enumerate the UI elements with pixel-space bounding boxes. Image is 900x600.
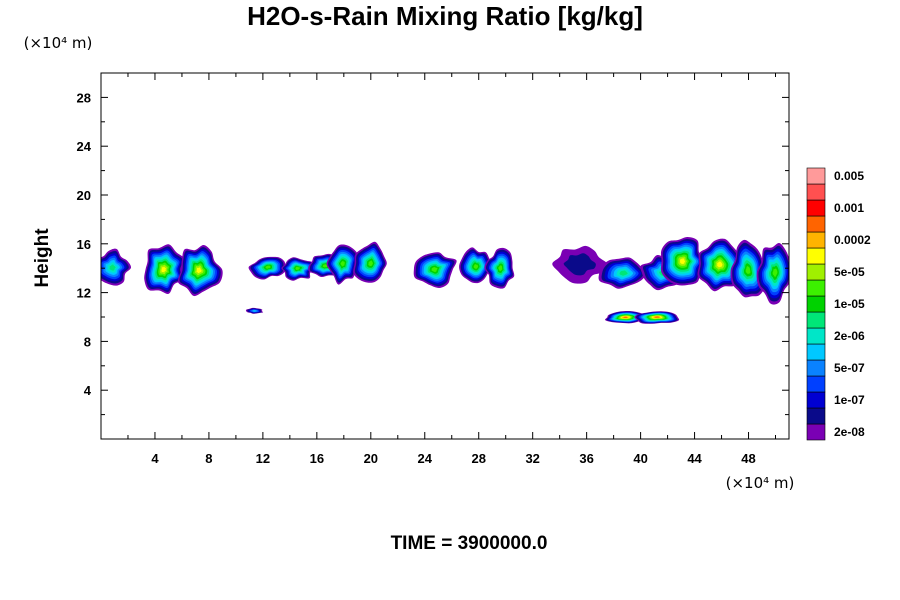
contour-region xyxy=(563,253,596,276)
colorbar-label: 0.001 xyxy=(834,201,864,215)
colorbar-swatch xyxy=(806,391,826,409)
plot-frame xyxy=(100,72,790,440)
contour-region xyxy=(340,261,345,267)
y-axis-title: Height xyxy=(32,228,53,288)
colorbar-swatch xyxy=(806,311,826,329)
colorbar-swatch xyxy=(806,407,826,425)
contour-region xyxy=(295,266,301,270)
y-tick-label: 24 xyxy=(77,139,92,154)
x-tick-label: 32 xyxy=(525,451,539,466)
y-tick-label: 28 xyxy=(77,90,91,105)
x-axis-unit-label: (×10⁴ m) xyxy=(726,474,795,492)
x-tick-label: 36 xyxy=(579,451,593,466)
colorbar-label: 5e-05 xyxy=(834,265,865,279)
contour-region xyxy=(368,260,373,266)
colorbar-swatch xyxy=(806,167,826,185)
colorbar-label: 0.0002 xyxy=(834,233,871,247)
colorbar-swatch xyxy=(806,375,826,393)
colorbar-swatch xyxy=(806,199,826,217)
colorbar-swatch xyxy=(806,423,826,441)
x-tick-label: 8 xyxy=(205,451,212,466)
contour-region xyxy=(431,267,438,272)
contour-region xyxy=(623,316,628,318)
contour-region xyxy=(322,264,328,268)
y-tick-label: 12 xyxy=(77,286,91,301)
colorbar-swatch xyxy=(806,343,826,361)
colorbar-swatch xyxy=(806,279,826,297)
y-tick-label: 4 xyxy=(84,383,92,398)
contour-region xyxy=(161,266,167,273)
colorbar-label: 5e-07 xyxy=(834,361,865,375)
colorbar-swatch xyxy=(806,183,826,201)
contour-region xyxy=(265,265,271,269)
x-tick-label: 24 xyxy=(418,451,433,466)
x-tick-label: 20 xyxy=(364,451,378,466)
contour-region xyxy=(654,316,660,318)
colorbar-label: 1e-05 xyxy=(834,297,865,311)
colorbar-label: 0.005 xyxy=(834,169,864,183)
colorbar-label: 2e-06 xyxy=(834,329,865,343)
contour-region xyxy=(498,265,503,271)
y-tick-label: 16 xyxy=(77,237,91,252)
contour-region xyxy=(717,261,723,268)
x-tick-label: 44 xyxy=(687,451,702,466)
contour-region xyxy=(745,266,751,274)
colorbar-swatch xyxy=(806,231,826,249)
contour-region xyxy=(473,264,479,269)
colorbar-swatch xyxy=(806,295,826,313)
y-tick-label: 20 xyxy=(77,188,91,203)
contour-region xyxy=(680,258,686,264)
x-tick-label: 48 xyxy=(741,451,755,466)
chart-title: H2O-s-Rain Mixing Ratio [kg/kg] xyxy=(247,1,643,31)
contour-region xyxy=(252,310,257,312)
x-tick-label: 40 xyxy=(633,451,647,466)
contour-region xyxy=(619,270,628,276)
contour-region xyxy=(196,267,202,274)
colorbar-swatch xyxy=(806,263,826,281)
colorbar-label: 1e-07 xyxy=(834,393,865,407)
x-tick-label: 28 xyxy=(471,451,485,466)
colorbar-swatch xyxy=(806,359,826,377)
colorbar-legend: 2e-08 1e-07 5e-07 2e-06 1e-05 5e-05 0.0002 0.00… xyxy=(806,167,871,441)
plot-area xyxy=(101,236,789,324)
x-tick-label: 16 xyxy=(310,451,324,466)
time-label: TIME = 3900000.0 xyxy=(391,533,548,554)
colorbar-swatch xyxy=(806,327,826,345)
y-tick-label: 8 xyxy=(84,334,91,349)
contour-region xyxy=(109,264,116,271)
colorbar-swatch xyxy=(806,215,826,233)
colorbar-label: 2e-08 xyxy=(834,425,865,439)
colorbar-swatch xyxy=(806,247,826,265)
x-tick-label: 12 xyxy=(256,451,270,466)
y-axis-unit-label: (×10⁴ m) xyxy=(24,34,93,52)
x-tick-label: 4 xyxy=(151,451,159,466)
contour-region xyxy=(772,268,778,277)
